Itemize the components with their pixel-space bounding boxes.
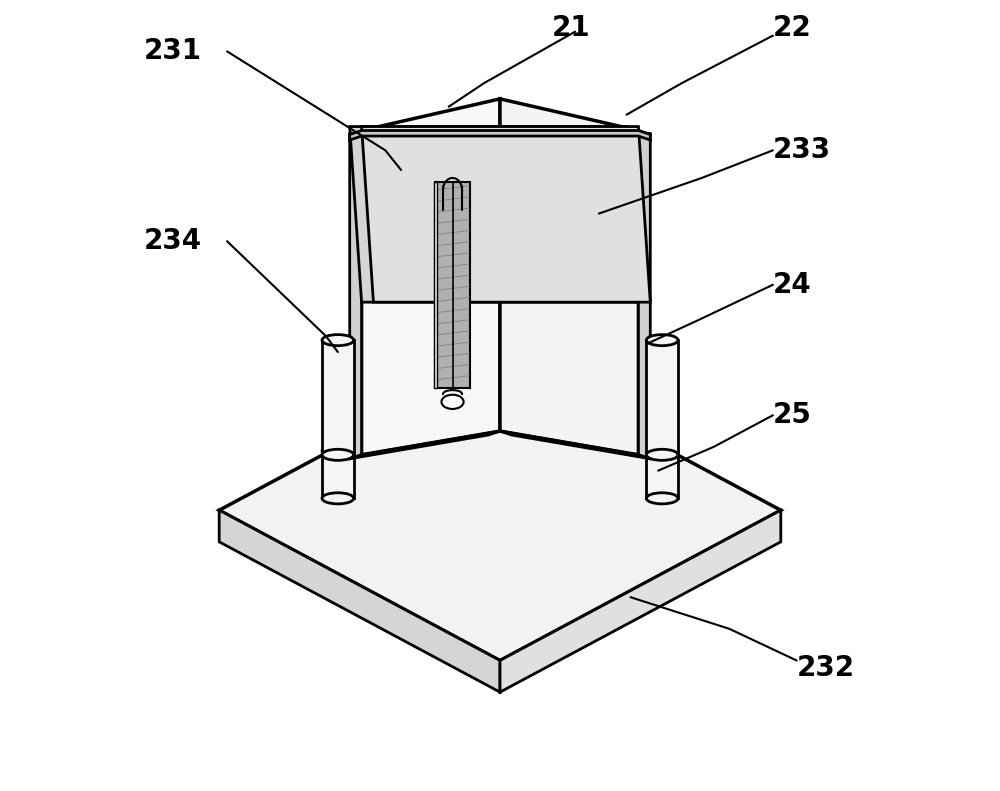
Text: 25: 25 [773, 401, 812, 430]
Polygon shape [350, 431, 500, 459]
Text: 22: 22 [773, 13, 812, 42]
Text: 233: 233 [773, 136, 831, 165]
Polygon shape [500, 431, 650, 459]
Text: 21: 21 [551, 13, 590, 42]
Ellipse shape [322, 335, 354, 346]
Polygon shape [322, 451, 354, 498]
Polygon shape [362, 127, 650, 302]
Ellipse shape [646, 445, 678, 456]
Text: 231: 231 [144, 37, 202, 66]
Polygon shape [219, 510, 500, 692]
Polygon shape [434, 182, 437, 388]
Polygon shape [362, 99, 500, 455]
Polygon shape [646, 451, 678, 498]
Polygon shape [350, 131, 362, 459]
Text: 232: 232 [797, 654, 855, 683]
Ellipse shape [646, 449, 678, 460]
Ellipse shape [441, 395, 464, 409]
Polygon shape [500, 99, 638, 455]
Polygon shape [322, 340, 354, 455]
Polygon shape [350, 127, 638, 302]
Ellipse shape [322, 449, 354, 460]
Ellipse shape [322, 493, 354, 504]
Ellipse shape [646, 335, 678, 346]
Text: 234: 234 [144, 227, 202, 255]
Polygon shape [638, 131, 650, 459]
Polygon shape [435, 182, 470, 388]
Polygon shape [219, 360, 781, 660]
Polygon shape [646, 340, 678, 455]
Ellipse shape [322, 445, 354, 456]
Polygon shape [500, 510, 781, 692]
Polygon shape [350, 131, 650, 140]
Text: 24: 24 [773, 271, 812, 299]
Ellipse shape [646, 493, 678, 504]
